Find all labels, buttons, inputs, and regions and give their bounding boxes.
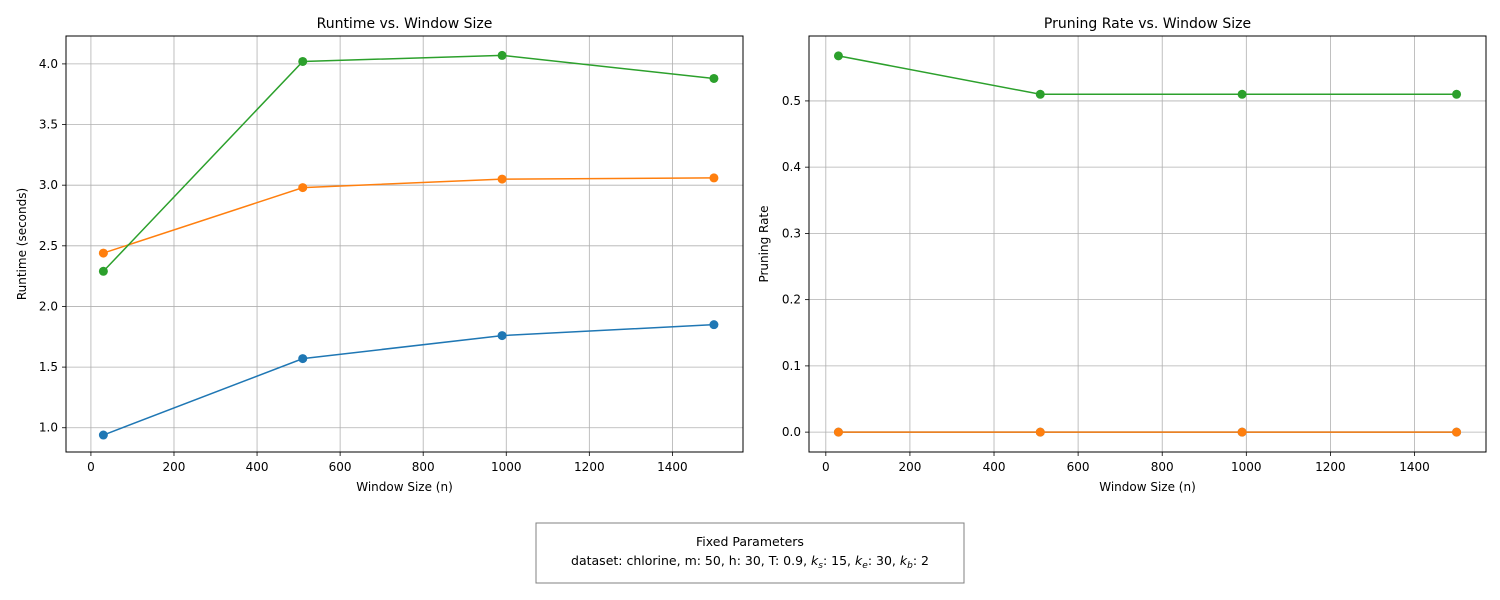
pruning-x-axis-label: Window Size (n): [1099, 480, 1196, 494]
pruning-x-tick-label: 1000: [1231, 460, 1262, 474]
fixed-parameters-box: Fixed Parameters dataset: chlorine, m: 5…: [535, 522, 965, 584]
runtime-series-3-line: [102, 54, 715, 272]
ke-value: : 30,: [868, 553, 900, 568]
pruning-y-tick-label: 0.3: [782, 226, 801, 240]
runtime-series-1-point: [298, 354, 308, 364]
runtime-y-axis-label: Runtime (seconds): [15, 188, 29, 300]
runtime-grid: [66, 36, 743, 452]
pruning-y-tick-label: 0.5: [782, 94, 801, 108]
pruning-series-3-point: [1452, 89, 1462, 99]
runtime-x-tick-label: 600: [329, 460, 352, 474]
pruning-series-2-point: [1452, 427, 1462, 437]
runtime-series-2-point: [709, 173, 719, 183]
pruning-series-2-point: [1237, 427, 1247, 437]
pruning-x-tick-label: 1400: [1399, 460, 1430, 474]
runtime-y-tick-label: 3.0: [39, 178, 58, 192]
pruning-grid: [809, 36, 1486, 452]
pruning-chart-title: Pruning Rate vs. Window Size: [1044, 16, 1251, 32]
runtime-series-1-point: [98, 430, 108, 440]
runtime-series-3-point: [298, 56, 308, 66]
runtime-series-3-point: [709, 73, 719, 83]
runtime-y-tick-label: 1.5: [39, 360, 58, 374]
runtime-y-tick-label: 3.5: [39, 118, 58, 132]
ks-value: : 15,: [823, 553, 855, 568]
runtime-x-tick-label: 400: [246, 460, 269, 474]
runtime-series-2-point: [497, 174, 507, 184]
pruning-series-3-line: [838, 55, 1457, 96]
runtime-series-1-point: [709, 320, 719, 330]
pruning-series-2-point: [833, 427, 843, 437]
pruning-y-tick-label: 0.0: [782, 425, 801, 439]
runtime-y-tick-label: 1.0: [39, 421, 58, 435]
fixed-parameters-line: dataset: chlorine, m: 50, h: 30, T: 0.9,…: [571, 553, 929, 571]
runtime-y-tick-label: 2.5: [39, 239, 58, 253]
pruning-x-tick-label: 200: [898, 460, 921, 474]
runtime-x-tick-label: 1200: [574, 460, 605, 474]
pruning-y-tick-label: 0.1: [782, 359, 801, 373]
runtime-series-2-point: [98, 248, 108, 258]
pruning-y-tick-label: 0.2: [782, 293, 801, 307]
pruning-rate-subplot: 0 200 400 600 800 1000 1200 1400 0.0 0.1 0.2 0.3 0.4…: [757, 16, 1487, 494]
runtime-y-tick-label: 4.0: [39, 57, 58, 71]
runtime-x-tick-label: 200: [163, 460, 186, 474]
pruning-x-tick-label: 600: [1067, 460, 1090, 474]
kb-value: : 2: [913, 553, 929, 568]
runtime-subplot: 0 200 400 600 800 1000 1200 1400 1.0 1.5 2.0 2.5 3.0…: [15, 16, 744, 494]
pruning-x-tick-label: 800: [1151, 460, 1174, 474]
runtime-axes-frame: [65, 35, 744, 453]
pruning-series-3-point: [1237, 89, 1247, 99]
runtime-chart-title: Runtime vs. Window Size: [317, 16, 493, 32]
runtime-series-2-point: [298, 183, 308, 193]
pruning-axes-frame: [808, 35, 1487, 453]
runtime-x-axis-label: Window Size (n): [356, 480, 453, 494]
pruning-x-tick-label: 1200: [1315, 460, 1346, 474]
pruning-x-tick-label: 0: [822, 460, 830, 474]
runtime-series-1-line: [103, 323, 714, 436]
pruning-y-axis-label: Pruning Rate: [757, 205, 771, 282]
runtime-x-tick-label: 800: [412, 460, 435, 474]
runtime-x-tick-label: 1000: [491, 460, 522, 474]
runtime-series-3-point: [98, 266, 108, 276]
runtime-y-tick-label: 2.0: [39, 299, 58, 313]
runtime-series-3-point: [497, 50, 507, 60]
fixed-parameters-prefix: dataset: chlorine, m: 50, h: 30, T: 0.9,: [571, 553, 811, 568]
runtime-x-tick-label: 1400: [657, 460, 688, 474]
pruning-x-tick-label: 400: [983, 460, 1006, 474]
runtime-series-1-point: [497, 331, 507, 341]
runtime-series-2-line: [103, 177, 714, 254]
pruning-y-tick-label: 0.4: [782, 160, 801, 174]
fixed-parameters-title: Fixed Parameters: [696, 534, 804, 549]
pruning-series-3-point: [833, 51, 843, 61]
runtime-x-tick-label: 0: [87, 460, 95, 474]
pruning-series-2-point: [1035, 427, 1045, 437]
pruning-series-3-point: [1035, 89, 1045, 99]
